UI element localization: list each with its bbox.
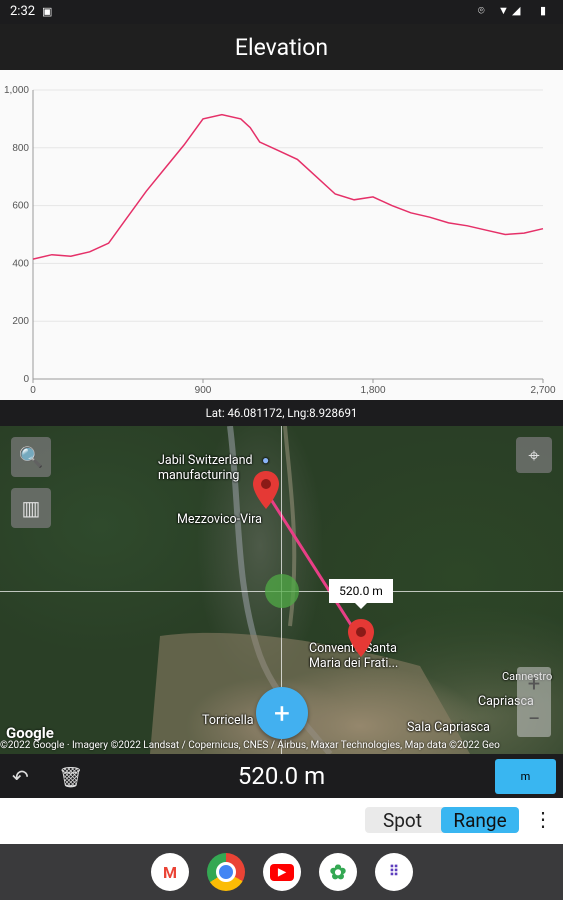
poi-icon: ● xyxy=(262,453,270,467)
coordinate-readout: Lat: 46.081172, Lng:8.928691 xyxy=(205,406,358,420)
map-layers-button[interactable]: ▥ xyxy=(11,488,51,528)
label-torricella: Torricella xyxy=(202,713,254,728)
wifi-icon: ▼ xyxy=(498,4,509,17)
map-icon: ▥ xyxy=(21,496,41,520)
distance-tooltip: 520.0 m xyxy=(329,579,393,609)
plus-icon: + xyxy=(274,696,290,730)
y-tick-label: 600 xyxy=(12,201,29,212)
crosshair-center xyxy=(265,574,299,608)
app-drawer-icon[interactable]: ⠿ xyxy=(375,853,413,891)
google-logo: Google xyxy=(6,724,54,742)
title-bar: Elevation xyxy=(0,24,563,70)
add-point-button[interactable]: + xyxy=(256,687,308,739)
y-tick-label: 1,000 xyxy=(4,85,29,96)
end-marker-pin xyxy=(348,619,374,657)
urban-area xyxy=(150,632,470,754)
search-icon: 🔍 xyxy=(18,445,44,469)
more-options-icon[interactable]: ⋮ xyxy=(533,807,553,831)
status-time: 2:32 xyxy=(10,4,36,19)
chrome-icon[interactable] xyxy=(207,853,245,891)
app-dock: M ▶ ✿ ⠿ xyxy=(0,844,563,900)
measure-line xyxy=(263,489,362,640)
label-mezzovico: Mezzovico-Vira xyxy=(177,512,262,527)
y-tick-label: 0 xyxy=(23,374,29,385)
satellite-map[interactable]: 🔍 ▥ ⌖ Jabil Switzerland manufacturing ● … xyxy=(0,426,563,754)
gmail-icon[interactable]: M xyxy=(151,853,189,891)
coordinate-bar: Lat: 46.081172, Lng:8.928691 xyxy=(0,400,563,426)
delete-icon[interactable]: 🗑 xyxy=(58,765,84,789)
start-marker[interactable] xyxy=(252,470,280,510)
y-tick-label: 400 xyxy=(12,258,29,269)
y-tick-label: 800 xyxy=(12,143,29,154)
start-marker-pin xyxy=(253,471,279,509)
status-bar: 2:32 ▣ ⌾ ▼ ◢ ▮ xyxy=(0,0,563,24)
unit-button[interactable]: m xyxy=(495,759,556,794)
my-location-button[interactable]: ⌖ xyxy=(516,437,552,473)
zoom-in-button[interactable]: + xyxy=(527,672,541,697)
label-jabil: Jabil Switzerland manufacturing xyxy=(158,453,253,483)
mode-bar: Spot Range ⋮ xyxy=(0,798,563,844)
map-search-button[interactable]: 🔍 xyxy=(11,437,51,477)
x-tick-label: 0 xyxy=(30,385,36,396)
end-marker[interactable] xyxy=(347,618,375,658)
undo-icon[interactable]: ↶ xyxy=(12,765,29,789)
youtube-icon[interactable]: ▶ xyxy=(263,853,301,891)
end-marker-dot xyxy=(356,627,366,637)
mode-toggle: Spot Range xyxy=(365,807,519,833)
zoom-controls: + − xyxy=(517,667,551,737)
crosshair-icon: ⌖ xyxy=(528,443,540,467)
label-convento: Convento Santa Maria dei Frati... xyxy=(309,641,399,671)
measurement-bar: ↶ 🗑 520.0 m m xyxy=(0,754,563,798)
start-marker-dot xyxy=(261,479,271,489)
notification-icon: ▣ xyxy=(42,5,53,18)
photos-icon[interactable]: ✿ xyxy=(319,853,357,891)
x-tick-label: 1,800 xyxy=(360,385,385,396)
map-attribution[interactable]: ©2022 Google · Imagery ©2022 Landsat / C… xyxy=(0,740,500,751)
x-tick-label: 900 xyxy=(195,385,212,396)
x-tick-label: 2,700 xyxy=(530,385,555,396)
battery-icon: ▮ xyxy=(540,4,547,17)
page-title: Elevation xyxy=(234,33,329,61)
y-tick-label: 200 xyxy=(12,316,29,327)
elevation-chart-svg: 0 200 400 600 800 1,000 0 900 1,800 2,700 xyxy=(4,85,556,396)
elevation-line xyxy=(32,113,544,260)
mode-spot-button[interactable]: Spot xyxy=(382,808,422,832)
label-sala: Sala Capriasca xyxy=(407,720,490,735)
zoom-out-button[interactable]: − xyxy=(527,707,541,732)
signal-icon: ◢ xyxy=(512,4,521,17)
total-distance: 520.0 m xyxy=(237,762,326,790)
location-icon: ⌾ xyxy=(478,4,485,17)
mode-range-button[interactable]: Range xyxy=(441,807,519,833)
elevation-chart[interactable]: 0 200 400 600 800 1,000 0 900 1,800 2,700 xyxy=(0,70,563,400)
